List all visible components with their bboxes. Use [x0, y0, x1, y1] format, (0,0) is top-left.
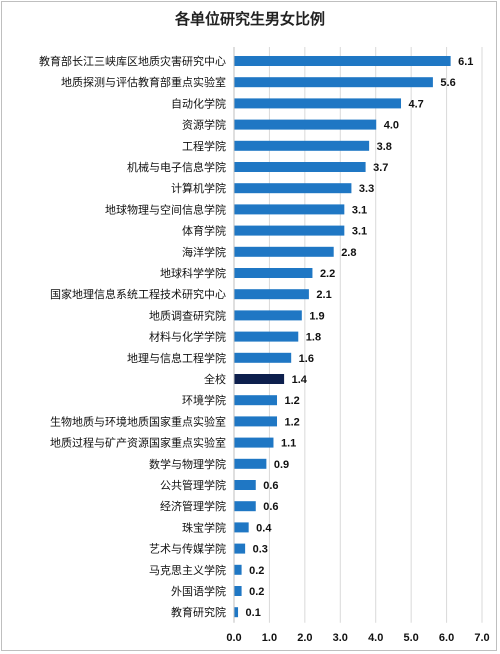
category-label: 地球科学学院	[160, 266, 226, 280]
data-label: 0.9	[274, 459, 289, 471]
category-label: 环境学院	[182, 393, 226, 407]
x-tick-label: 2.0	[297, 632, 312, 644]
data-label: 1.1	[281, 438, 296, 450]
bar	[234, 480, 256, 490]
bar	[234, 416, 278, 427]
category-label: 体育学院	[182, 224, 226, 238]
category-label: 教育部长江三峡库区地质灾害研究中心	[39, 54, 226, 68]
bar	[234, 395, 278, 406]
category-label: 地理与信息工程学院	[127, 351, 226, 365]
x-tick-label: 7.0	[474, 632, 489, 644]
bar	[234, 310, 302, 321]
bar	[234, 183, 352, 194]
data-label: 3.1	[352, 226, 367, 238]
category-label: 艺术与传媒学院	[149, 542, 226, 556]
bar	[234, 289, 309, 300]
data-label: 0.6	[263, 480, 278, 492]
data-label: 2.8	[341, 247, 356, 259]
data-label: 1.9	[309, 310, 324, 322]
data-label: 0.1	[246, 607, 261, 619]
bar	[234, 458, 267, 469]
data-label: 0.2	[249, 565, 264, 577]
data-label: 1.8	[306, 332, 321, 344]
category-label: 珠宝学院	[182, 520, 226, 534]
data-label: 1.2	[285, 395, 300, 407]
bar	[234, 501, 256, 512]
data-label: 4.7	[409, 98, 424, 110]
category-label: 地质探测与评估教育部重点实验室	[61, 75, 226, 89]
data-label: 3.7	[373, 162, 388, 174]
data-label: 0.3	[253, 544, 268, 556]
bar	[234, 522, 249, 533]
bar	[234, 607, 239, 618]
bar	[234, 225, 345, 236]
bar	[234, 586, 242, 596]
bar	[234, 140, 370, 151]
category-labels: 教育部长江三峡库区地质灾害研究中心地质探测与评估教育部重点实验室自动化学院资源学…	[39, 54, 226, 619]
category-label: 教育研究院	[171, 605, 226, 619]
bar	[234, 268, 313, 278]
x-tick-label: 3.0	[333, 632, 348, 644]
bar	[234, 56, 451, 66]
bar	[234, 246, 334, 257]
x-tick-label: 0.0	[226, 632, 241, 644]
data-label: 0.4	[256, 522, 272, 534]
bar	[234, 352, 292, 363]
data-label: 3.1	[352, 204, 367, 216]
category-label: 外国语学院	[171, 584, 226, 598]
data-label: 1.6	[299, 353, 314, 365]
bar	[234, 564, 242, 575]
data-label: 0.2	[249, 586, 264, 598]
bar	[234, 162, 366, 172]
bar	[234, 77, 433, 88]
category-label: 海洋学院	[182, 245, 226, 259]
bar	[234, 204, 345, 215]
data-label: 3.3	[359, 183, 374, 195]
bar	[234, 543, 246, 554]
x-tick-label: 4.0	[368, 632, 383, 644]
data-label: 1.4	[292, 374, 308, 386]
category-label: 公共管理学院	[160, 478, 226, 492]
category-label: 地质调查研究院	[149, 308, 226, 322]
data-label: 4.0	[384, 120, 399, 132]
category-label: 国家地理信息系统工程技术研究中心	[50, 287, 226, 301]
bar	[234, 98, 402, 109]
data-label: 5.6	[440, 77, 455, 89]
category-label: 全校	[204, 372, 226, 386]
category-label: 计算机学院	[171, 181, 226, 195]
category-label: 地球物理与空间信息学院	[105, 202, 226, 216]
category-label: 经济管理学院	[160, 499, 226, 513]
data-label: 3.8	[377, 141, 392, 153]
bar	[234, 331, 299, 342]
category-label: 自动化学院	[171, 96, 226, 110]
x-tick-label: 6.0	[439, 632, 454, 644]
category-label: 机械与电子信息学院	[127, 160, 226, 174]
category-label: 地质过程与矿产资源国家重点实验室	[50, 436, 226, 450]
data-label: 1.2	[285, 416, 300, 428]
category-label: 数学与物理学院	[149, 457, 226, 471]
value-labels: 6.15.6 4.7 4.0 3.8 3.7 3.3 3.1 3.1 2.8 2.2 2.1 1.9 1…	[246, 56, 474, 619]
x-tick-label: 5.0	[403, 632, 418, 644]
data-label: 0.6	[263, 501, 278, 513]
category-label: 资源学院	[182, 118, 226, 132]
category-label: 工程学院	[182, 139, 226, 153]
x-tick-label: 1.0	[262, 632, 277, 644]
category-label: 生物地质与环境地质国家重点实验室	[50, 414, 226, 428]
data-label: 6.1	[458, 56, 473, 68]
data-label: 2.1	[316, 289, 331, 301]
bar	[234, 374, 285, 384]
bar	[234, 119, 377, 130]
bars	[234, 56, 451, 618]
category-label: 马克思主义学院	[149, 563, 226, 577]
x-axis-ticks: 0.0 1.0 2.0 3.0 4.0 5.0 6.0 7.0	[226, 632, 489, 644]
bar	[234, 437, 274, 448]
data-label: 2.2	[320, 268, 335, 280]
category-label: 材料与化学学院	[149, 330, 226, 344]
chart-title: 各单位研究生男女比例	[174, 10, 325, 28]
